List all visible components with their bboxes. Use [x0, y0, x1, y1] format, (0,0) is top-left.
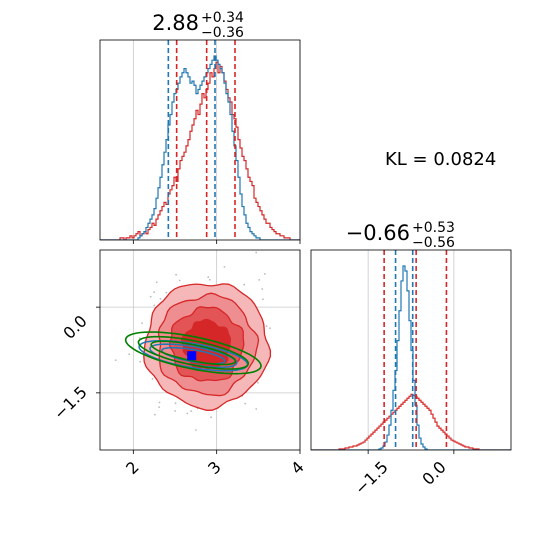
scatter-point	[197, 484, 199, 486]
green-contour	[137, 335, 249, 370]
joint-panel: 2 3 4 0.0 −1.5	[50, 249, 308, 486]
param2-title-upper: +0.53	[412, 220, 455, 236]
scatter-point	[175, 273, 178, 276]
scatter-point	[255, 251, 258, 254]
scatter-point	[155, 281, 158, 284]
param2-histogram-blue	[311, 265, 511, 450]
scatter-point	[186, 412, 189, 415]
param1-title-upper: +0.34	[201, 10, 244, 26]
joint-green-contours	[124, 331, 262, 375]
param1-title-lower: −0.36	[201, 25, 244, 41]
blue-contour	[138, 339, 249, 372]
blue-contour	[149, 343, 238, 369]
scatter-point	[149, 295, 152, 298]
joint-ytick-label-neg1p5: −1.5	[50, 382, 91, 423]
joint-xtick-label-2: 2	[122, 457, 143, 478]
scatter-point	[243, 283, 246, 286]
joint-ticks	[96, 306, 301, 454]
param1-marginal-panel: 2.88 +0.34 −0.36	[99, 10, 301, 244]
scatter-point	[269, 327, 271, 330]
param2-title-median: −0.66	[346, 221, 410, 245]
scatter-point	[210, 416, 213, 419]
scatter-point	[158, 401, 161, 404]
scatter-point	[262, 298, 264, 301]
param1-quantile-lines	[167, 40, 236, 240]
scatter-point	[223, 266, 226, 268]
kl-annotation: KL = 0.0824	[385, 149, 496, 170]
scatter-point	[153, 304, 156, 307]
red-contour-line	[143, 283, 272, 411]
param1-marginal-frame	[99, 39, 301, 241]
scatter-point	[261, 288, 264, 290]
param2-marginal-frame	[310, 249, 512, 451]
param2-histogram-red	[311, 393, 511, 450]
param1-title-median: 2.88	[152, 11, 199, 35]
joint-ytick-label-0: 0.0	[59, 311, 90, 342]
scatter-point	[265, 325, 268, 327]
scatter-point	[153, 291, 156, 294]
scatter-point	[151, 378, 154, 380]
param2-quantile-lines	[383, 250, 448, 450]
scatter-point	[195, 429, 197, 431]
scatter-point	[174, 410, 177, 412]
param1-marginal-ticks	[132, 240, 301, 244]
scatter-point	[255, 408, 258, 410]
joint-xtick-label-4: 4	[287, 457, 308, 478]
truth-marker	[187, 351, 197, 361]
joint-xtick-label-3: 3	[204, 457, 225, 478]
scatter-point	[258, 279, 261, 281]
scatter-point	[207, 276, 210, 279]
param1-histogram-blue	[100, 55, 300, 240]
scatter-point	[73, 304, 75, 306]
joint-frame	[99, 249, 301, 451]
param1-marginal-grid	[132, 40, 301, 240]
scatter-point	[174, 402, 177, 405]
param2-marginal-grid	[367, 250, 455, 450]
scatter-point	[114, 359, 117, 361]
scatter-point	[178, 279, 181, 282]
scatter-point	[190, 410, 193, 412]
scatter-point	[263, 273, 266, 275]
scatter-point	[158, 406, 161, 408]
param2-marginal-panel: −1.5 0.0 −0.66 +0.53 −0.56	[310, 220, 512, 498]
param2-title-lower: −0.56	[412, 235, 455, 251]
param2-xtick-label-neg1p5: −1.5	[351, 457, 392, 498]
scatter-point	[208, 278, 211, 281]
param2-xtick-label-0: 0.0	[418, 457, 449, 488]
green-contour	[124, 331, 262, 375]
scatter-point	[165, 291, 168, 294]
scatter-point	[141, 322, 143, 324]
scatter-point	[159, 297, 162, 300]
param2-marginal-ticks	[367, 450, 455, 454]
scatter-point	[139, 360, 142, 363]
scatter-point	[154, 413, 156, 416]
scatter-point	[257, 381, 259, 384]
scatter-point	[244, 402, 247, 405]
green-contour	[150, 340, 237, 366]
scatter-point	[128, 353, 131, 355]
